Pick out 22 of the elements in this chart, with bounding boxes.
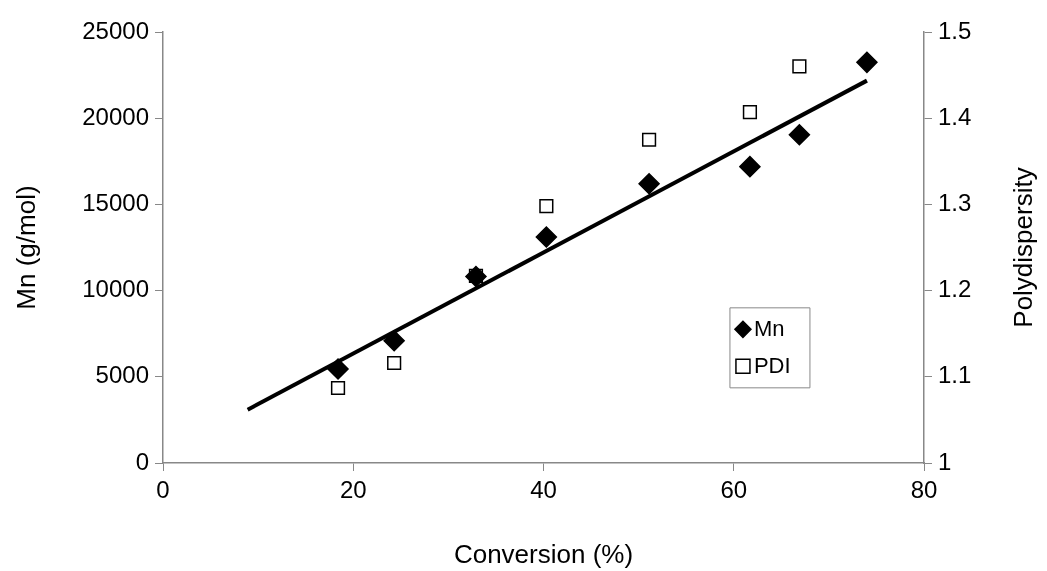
y-tick-label: 5000 — [95, 361, 149, 389]
y-tick-label: 0 — [135, 447, 149, 475]
y-tick-label: 20000 — [82, 102, 149, 130]
legend-label: Mn — [753, 316, 785, 342]
y-axis-title: Mn (g/mol) — [11, 185, 42, 310]
x-tick-label: 20 — [339, 476, 367, 504]
y2-tick-label: 1 — [938, 447, 952, 475]
y2-tick-label: 1.1 — [938, 361, 972, 389]
x-tick-label: 60 — [720, 476, 748, 504]
y2-tick-label: 1.5 — [938, 16, 972, 44]
y2-axis-title: Polydispersity — [1008, 167, 1039, 328]
x-tick-label: 80 — [910, 476, 938, 504]
y-tick-label: 10000 — [82, 275, 149, 303]
y2-tick-label: 1.4 — [938, 102, 972, 130]
x-axis-title: Conversion (%) — [453, 539, 634, 570]
legend-label: PDI — [753, 353, 791, 379]
x-tick-label: 0 — [156, 476, 170, 504]
y-tick-label: 25000 — [82, 16, 149, 44]
y-tick-label: 15000 — [82, 189, 149, 217]
y2-tick-label: 1.3 — [938, 189, 972, 217]
y2-tick-label: 1.2 — [938, 275, 972, 303]
x-tick-label: 40 — [530, 476, 557, 504]
